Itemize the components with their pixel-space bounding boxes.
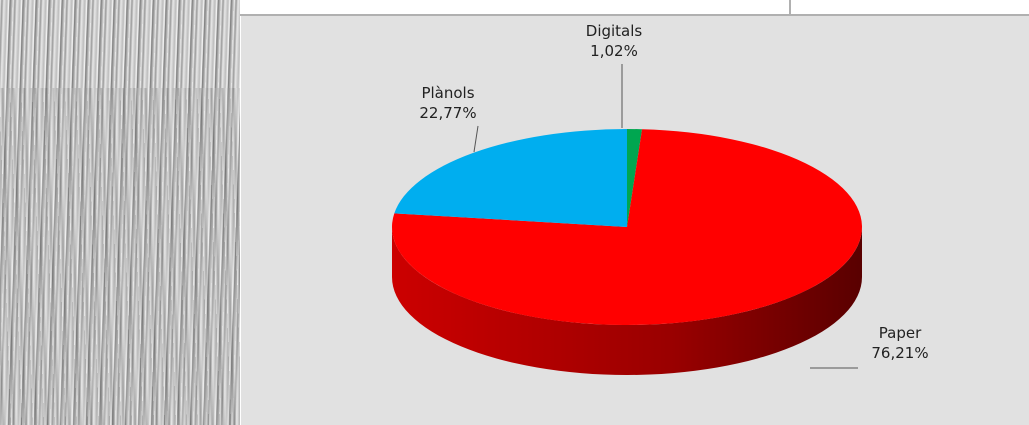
slice-side [392, 227, 862, 375]
slice-label: Plànols [421, 84, 474, 102]
slice-label: Digitals [586, 22, 643, 40]
paper-photo [0, 0, 241, 425]
slice [394, 129, 627, 227]
slice [391, 129, 862, 325]
value-label: 22,77% [419, 104, 476, 122]
value-label: 76,21% [871, 344, 928, 362]
slice-label: Paper [879, 324, 922, 342]
value-label: 1,02% [590, 42, 638, 60]
leader-line [473, 125, 479, 153]
slice [627, 129, 643, 227]
top-bar [240, 0, 1029, 16]
